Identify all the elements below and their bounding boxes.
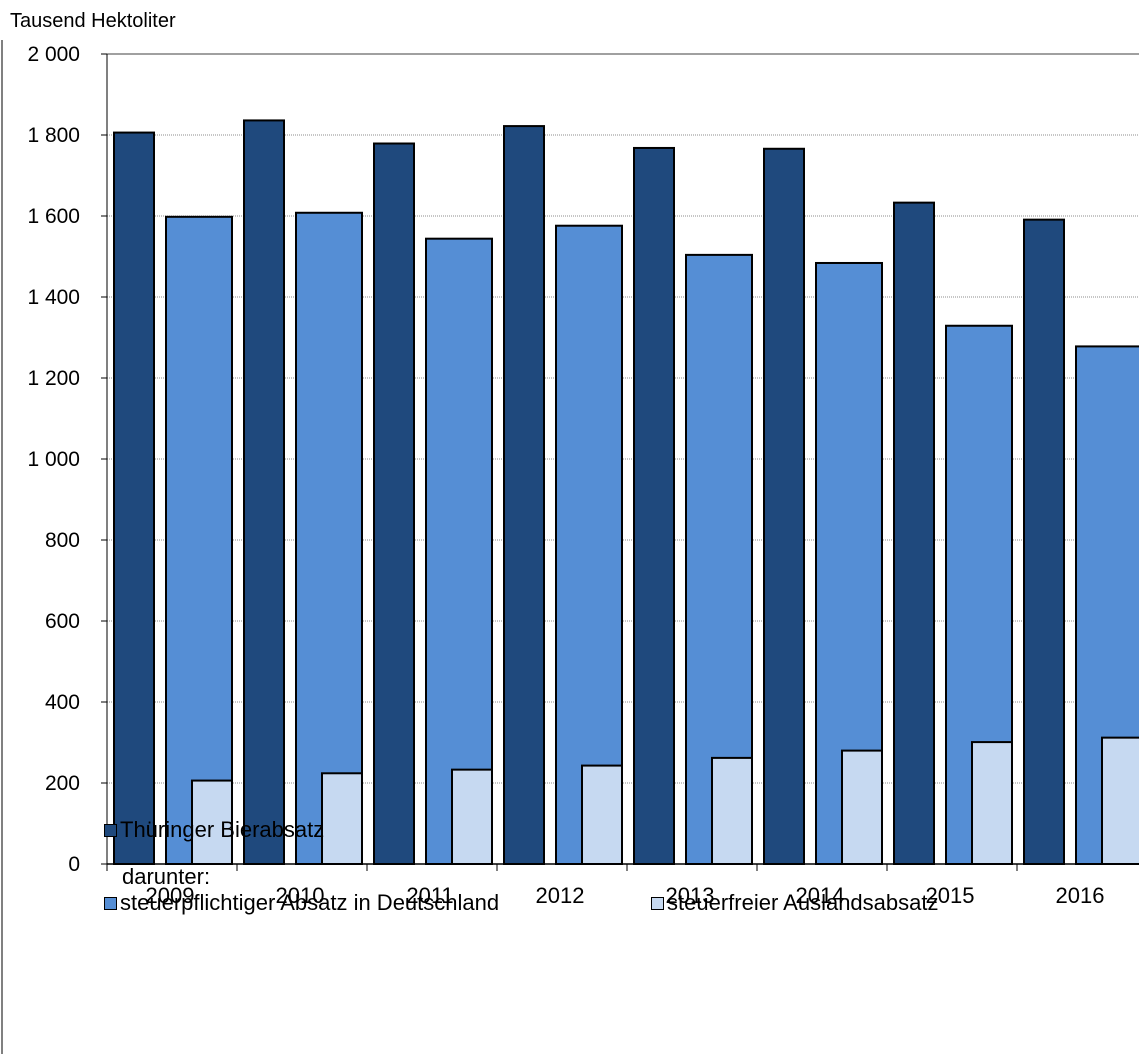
y-tick-label: 600	[45, 610, 80, 633]
y-tick-label: 1 800	[27, 124, 80, 147]
x-tick-label: 2015	[926, 883, 975, 908]
bar-steuerfrei	[191, 779, 233, 866]
bar-steuerfrei	[451, 768, 493, 866]
bar-steuerpflichtig	[555, 224, 623, 866]
legend-label-bierabsatz: Thüringer Bierabsatz	[120, 817, 325, 842]
legend-swatch-bierabsatz	[104, 823, 117, 837]
y-tick-label: 400	[45, 691, 80, 714]
unit-label: Tausend Hektoliter	[10, 10, 176, 32]
legend-label-steuerpflichtig: steuerpflichtiger Absatz in Deutschland	[120, 890, 500, 915]
bar-steuerfrei	[321, 772, 363, 866]
bar-bierabsatz	[763, 147, 805, 865]
bar-steuerpflichtig	[295, 211, 363, 865]
y-tick-label: 200	[45, 772, 80, 795]
y-tick-label: 0	[68, 853, 80, 876]
legend-swatch-steuerfrei	[651, 896, 664, 910]
x-tick-label: 2016	[1056, 883, 1105, 908]
x-tick-labels: 2009 2010 2011 2012 2013 2014 2015 2016	[146, 883, 1105, 908]
y-tick-label: 2 000	[27, 43, 80, 66]
x-tick-label: 2014	[796, 883, 845, 908]
bar-bierabsatz	[113, 131, 155, 865]
legend-item-bierabsatz: Thüringer Bierabsatz	[104, 817, 324, 843]
bars	[113, 119, 1139, 866]
bar-steuerfrei	[841, 749, 883, 865]
legend-item-steuerpflichtig: steuerpflichtiger Absatz in Deutschland	[104, 890, 499, 916]
y-tick-label: 1 600	[27, 205, 80, 228]
axes	[101, 53, 1139, 871]
legend-swatch-steuerpflichtig	[104, 896, 117, 910]
legend-item-steuerfrei: steuerfreier Auslandsabsatz	[651, 890, 939, 916]
bar-steuerfrei	[581, 764, 623, 866]
y-tick-labels: 0 200 400 600 800 1 000 1 200 1 400 1 600 1 800 2 …	[27, 43, 80, 876]
x-tick-label: 2013	[666, 883, 715, 908]
x-tick-label: 2011	[406, 883, 453, 908]
bar-bierabsatz	[633, 146, 675, 865]
bar-steuerfrei	[1101, 736, 1139, 866]
legend-label-steuerfrei: steuerfreier Auslandsabsatz	[667, 890, 939, 915]
y-tick-label: 1 400	[27, 286, 80, 309]
bar-steuerfrei	[711, 756, 753, 866]
bar-bierabsatz	[373, 142, 415, 865]
x-tick-label: 2010	[276, 883, 325, 908]
legend-note: darunter:	[122, 864, 210, 890]
x-tick-label: 2009	[146, 883, 195, 908]
y-tick-label: 1 000	[27, 448, 80, 471]
x-tick-label: 2012	[536, 883, 585, 908]
bar-steuerpflichtig	[165, 215, 233, 865]
bar-bierabsatz	[503, 125, 545, 865]
bar-bierabsatz	[243, 119, 285, 866]
y-tick-label: 800	[45, 529, 80, 552]
legend-note-text: darunter:	[122, 864, 211, 889]
bar-bierabsatz	[893, 201, 935, 865]
bar-steuerfrei	[971, 741, 1013, 865]
y-tick-label: 1 200	[27, 367, 80, 390]
bar-bierabsatz	[1023, 218, 1065, 865]
